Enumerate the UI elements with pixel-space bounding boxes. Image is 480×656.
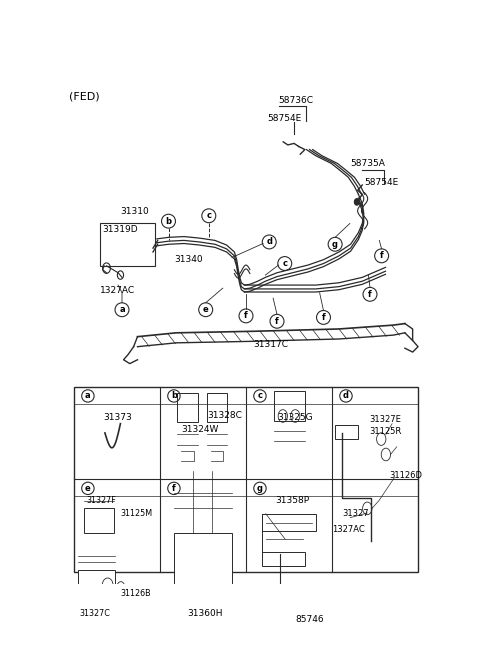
Text: 31328C: 31328C [207, 411, 242, 420]
Bar [335, 425, 358, 439]
Text: e: e [85, 484, 91, 493]
Text: 1327AC: 1327AC [333, 525, 365, 534]
Text: a: a [119, 305, 125, 314]
Text: b: b [166, 216, 171, 226]
Text: g: g [257, 484, 263, 493]
Text: 31373: 31373 [103, 413, 132, 422]
Text: f: f [275, 317, 279, 326]
Text: 31327: 31327 [343, 509, 369, 518]
Text: g: g [332, 240, 338, 249]
Text: 31125M: 31125M [121, 509, 153, 518]
Text: e: e [203, 305, 209, 314]
Text: 31340: 31340 [175, 255, 204, 264]
Text: d: d [343, 392, 349, 400]
Text: f: f [380, 251, 384, 260]
Bar [74, 387, 418, 571]
Text: 31327E: 31327E [369, 415, 401, 424]
Bar [274, 609, 286, 618]
Bar [262, 552, 304, 566]
Text: f: f [322, 313, 325, 322]
Text: 58754E: 58754E [268, 114, 302, 123]
Text: 58754E: 58754E [364, 178, 398, 187]
Bar [100, 224, 155, 266]
Text: 31310: 31310 [120, 207, 149, 216]
Text: (FED): (FED) [69, 91, 100, 101]
Text: 31125R: 31125R [369, 427, 401, 436]
Text: a: a [85, 392, 91, 400]
Text: c: c [206, 211, 211, 220]
Text: 31126B: 31126B [121, 588, 152, 598]
Text: 31327F: 31327F [86, 496, 116, 505]
Text: c: c [282, 259, 287, 268]
FancyBboxPatch shape [274, 392, 304, 420]
Text: 31327C: 31327C [80, 609, 110, 619]
Text: 58735A: 58735A [350, 159, 385, 168]
Text: b: b [171, 392, 177, 400]
Text: 31325G: 31325G [277, 413, 313, 422]
FancyBboxPatch shape [178, 393, 198, 422]
Text: 31358P: 31358P [275, 496, 309, 505]
Text: c: c [257, 392, 263, 400]
Text: 31126D: 31126D [389, 471, 422, 480]
Bar [78, 570, 115, 601]
Bar [174, 533, 232, 594]
Text: f: f [368, 290, 372, 299]
Text: 85746: 85746 [295, 615, 324, 624]
Text: 58736C: 58736C [278, 96, 313, 105]
Circle shape [355, 199, 359, 205]
Text: 1327AC: 1327AC [100, 286, 135, 295]
Text: 31317C: 31317C [254, 340, 289, 349]
Text: 31324W: 31324W [181, 424, 219, 434]
Text: d: d [266, 237, 272, 247]
Bar [84, 508, 114, 533]
Text: f: f [172, 484, 176, 493]
FancyBboxPatch shape [207, 393, 227, 422]
Text: 31319D: 31319D [102, 225, 137, 234]
Bar [262, 514, 316, 531]
Text: f: f [244, 312, 248, 320]
Text: 31360H: 31360H [188, 609, 223, 619]
